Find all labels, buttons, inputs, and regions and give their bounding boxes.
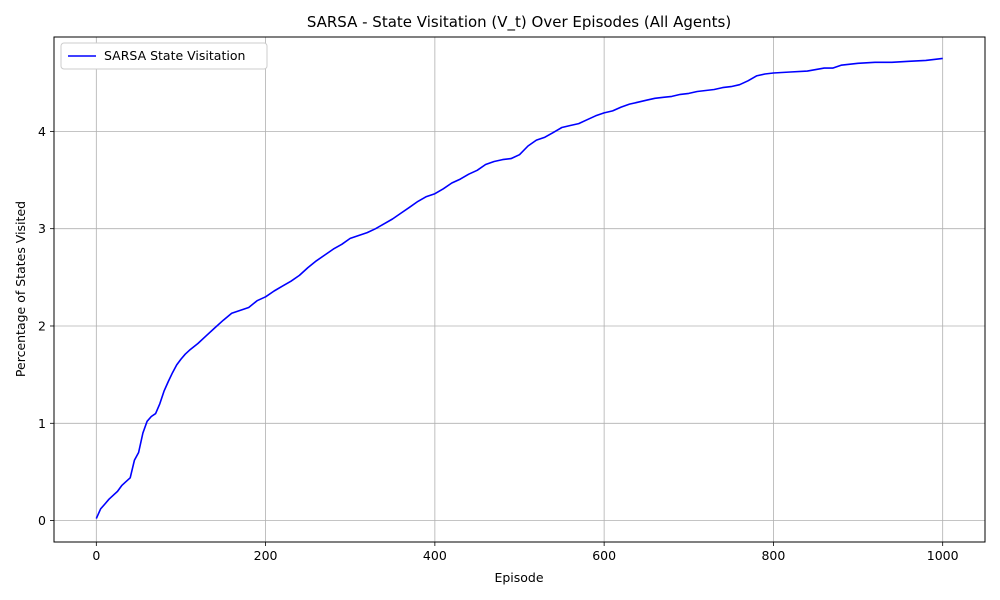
x-tick-label: 1000 bbox=[927, 548, 959, 563]
x-tick-label: 400 bbox=[423, 548, 447, 563]
ticks: 0 200 400 600 800 1000 0 1 2 3 4 bbox=[38, 124, 959, 563]
legend: SARSA State Visitation bbox=[60, 42, 268, 70]
legend-box bbox=[60, 42, 268, 70]
legend-label: SARSA State Visitation bbox=[104, 48, 245, 63]
series-layer bbox=[95, 57, 943, 519]
y-tick-label: 4 bbox=[38, 124, 46, 139]
y-tick-label: 3 bbox=[38, 221, 46, 236]
plot-frame bbox=[53, 36, 986, 543]
grid bbox=[54, 37, 985, 542]
x-tick-label: 200 bbox=[254, 548, 278, 563]
x-axis-label: Episode bbox=[494, 570, 543, 585]
y-tick-label: 1 bbox=[38, 416, 46, 431]
chart-title: SARSA - State Visitation (V_t) Over Epis… bbox=[307, 13, 731, 32]
y-tick-label: 2 bbox=[38, 318, 46, 333]
x-tick-label: 800 bbox=[761, 548, 785, 563]
y-tick-label: 0 bbox=[38, 513, 46, 528]
x-tick-label: 600 bbox=[592, 548, 616, 563]
x-tick-label: 0 bbox=[92, 548, 100, 563]
y-axis-label: Percentage of States Visited bbox=[13, 201, 28, 377]
series-line bbox=[95, 57, 943, 519]
